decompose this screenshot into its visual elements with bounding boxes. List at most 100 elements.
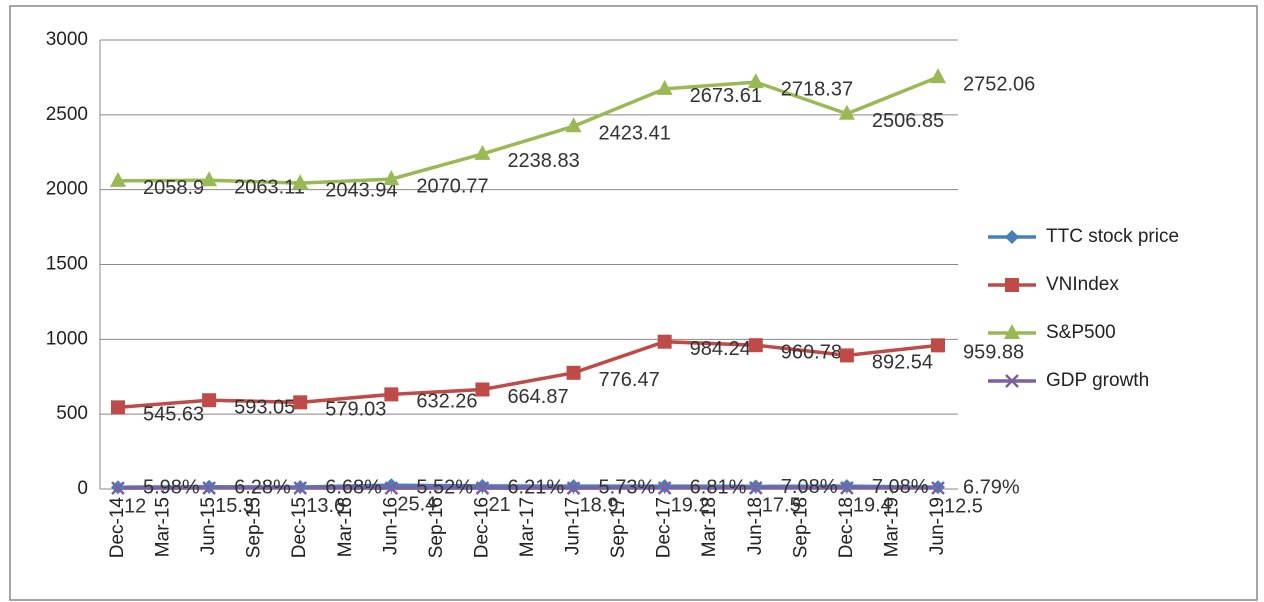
y-tick-label: 2000 — [46, 179, 88, 200]
data-label: 593.05 — [234, 397, 295, 419]
marker — [656, 79, 673, 95]
data-label: 19.2 — [671, 494, 710, 516]
x-tick-label: Sep-16 — [426, 497, 447, 558]
data-label: 2058.9 — [143, 177, 204, 199]
x-tick-label: Mar-17 — [517, 497, 538, 557]
marker — [383, 170, 400, 186]
x-tick-label: Jun-19 — [927, 497, 948, 555]
x-tick-label: Sep-15 — [244, 497, 265, 558]
series-line — [117, 75, 939, 185]
data-label: 632.26 — [416, 391, 477, 413]
data-label: 15.3 — [215, 495, 254, 517]
data-label: 2070.77 — [416, 175, 488, 197]
marker — [384, 481, 399, 496]
y-tick-label: 3000 — [46, 29, 88, 50]
marker — [475, 478, 490, 493]
marker — [839, 348, 854, 363]
data-label: 6.81% — [690, 476, 747, 498]
y-tick-label: 500 — [56, 403, 88, 424]
legend-marker — [1005, 374, 1019, 388]
marker — [293, 481, 308, 495]
marker — [475, 382, 490, 397]
marker — [839, 479, 854, 494]
legend-marker — [1005, 230, 1019, 244]
marker — [201, 171, 218, 187]
data-label: 6.28% — [234, 476, 291, 498]
marker — [384, 478, 399, 493]
marker — [657, 481, 672, 495]
legend-label: S&P500 — [1046, 322, 1116, 343]
x-tick-label: Sep-17 — [608, 497, 629, 558]
data-label: 776.47 — [599, 369, 660, 391]
data-label: 18.9 — [580, 494, 619, 516]
marker — [110, 171, 126, 187]
marker — [475, 481, 490, 495]
data-label: 2063.11 — [234, 177, 305, 199]
x-tick-label: Dec-15 — [289, 497, 310, 558]
x-tick-label: Jun-17 — [563, 497, 584, 555]
marker — [111, 400, 125, 415]
data-label: 2423.41 — [599, 123, 671, 145]
data-label: 7.08% — [781, 476, 838, 498]
data-label: 960.78 — [781, 341, 842, 363]
data-label: 6.68% — [325, 476, 382, 498]
legend-label: TTC stock price — [1046, 226, 1179, 247]
data-label: 21 — [488, 494, 510, 516]
x-tick-label: Dec-17 — [654, 497, 675, 558]
data-label: 959.88 — [963, 342, 1024, 364]
x-tick-label: Dec-14 — [107, 497, 128, 559]
data-label: 984.24 — [690, 338, 751, 360]
x-tick-label: Dec-16 — [471, 497, 492, 558]
chart-frame — [9, 5, 1258, 601]
data-label: 13.6 — [306, 495, 345, 517]
data-label: 6.79% — [963, 476, 1020, 498]
data-label: 545.63 — [143, 404, 204, 426]
x-tick-label: Mar-18 — [699, 497, 720, 557]
marker — [292, 174, 309, 190]
marker — [747, 73, 764, 89]
data-label: 2043.94 — [325, 179, 397, 201]
data-label: 5.52% — [416, 476, 473, 498]
data-label: 7.08% — [872, 476, 929, 498]
y-tick-label: 1500 — [46, 254, 88, 275]
data-label: 19.4 — [853, 494, 892, 516]
x-tick-label: Jun-15 — [198, 497, 219, 555]
marker — [111, 481, 125, 495]
legend-marker — [1004, 324, 1020, 339]
data-label: 2673.61 — [690, 85, 762, 107]
marker — [657, 334, 672, 349]
marker — [202, 393, 217, 408]
data-label: 5.98% — [143, 476, 200, 498]
marker — [566, 479, 581, 494]
x-tick-label: Dec-18 — [836, 497, 857, 558]
data-label: 579.03 — [325, 399, 386, 421]
data-label: 12.5 — [944, 495, 983, 517]
marker — [931, 481, 945, 495]
marker — [202, 481, 216, 495]
marker — [838, 104, 855, 120]
data-label: 2238.83 — [507, 150, 579, 172]
marker — [931, 338, 945, 353]
marker — [566, 481, 581, 496]
data-label: 2752.06 — [963, 73, 1035, 95]
series-line — [117, 339, 939, 410]
data-label: 2506.85 — [872, 110, 944, 132]
marker — [565, 117, 582, 133]
marker — [748, 481, 763, 495]
x-tick-label: Mar-15 — [153, 497, 174, 557]
data-label: 5.73% — [599, 476, 656, 498]
marker — [748, 338, 763, 353]
marker — [566, 365, 581, 380]
marker — [657, 479, 672, 494]
marker — [474, 144, 491, 160]
legend-label: GDP growth — [1046, 370, 1149, 391]
marker — [840, 481, 854, 495]
data-label: 892.54 — [872, 352, 933, 374]
legend-label: VNIndex — [1046, 274, 1119, 295]
data-label: 664.87 — [507, 386, 568, 408]
marker — [384, 387, 399, 402]
y-tick-label: 2500 — [46, 104, 88, 125]
data-label: 25.4 — [397, 493, 436, 515]
x-tick-label: Sep-18 — [790, 497, 811, 558]
